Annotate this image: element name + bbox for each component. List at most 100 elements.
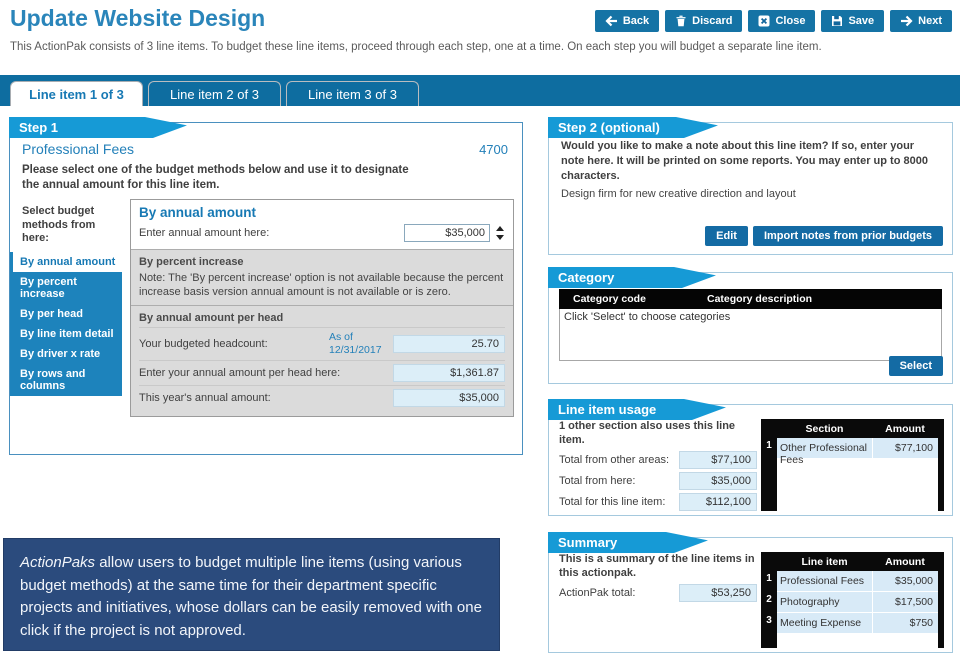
- usage-table: Section Amount 1 Other Professional Fees…: [761, 419, 944, 511]
- headcount-value: 25.70: [393, 335, 505, 354]
- amount-spinner[interactable]: [494, 225, 505, 240]
- actionpak-total-value: $53,250: [679, 583, 757, 602]
- edit-note-button[interactable]: Edit: [705, 226, 748, 246]
- usage-info: 1 other section also uses this line item…: [559, 420, 736, 447]
- amount-cell: $35,000: [872, 571, 938, 592]
- row-number: 2: [766, 594, 772, 605]
- headcount-label: Your budgeted headcount:: [139, 338, 268, 351]
- line-item-code: 4700: [479, 142, 508, 157]
- summary-table: Line item Amount 1 Professional Fees $35…: [761, 552, 944, 648]
- budget-methods-menu: By annual amount By percent increase By …: [10, 252, 122, 397]
- trash-icon: [675, 15, 687, 27]
- save-icon: [831, 15, 843, 27]
- total-from-here-value: $35,000: [679, 471, 757, 490]
- actionpak-info-box: ActionPaks allow users to budget multipl…: [3, 538, 500, 651]
- amount-cell: $77,100: [872, 438, 938, 459]
- summary-info: This is a summary of the line items in t…: [559, 553, 755, 580]
- line-item-name: Professional Fees: [22, 141, 135, 157]
- method-by-driver-x-rate[interactable]: By driver x rate: [20, 348, 101, 361]
- percent-increase-note: Note: The 'By percent increase' option i…: [139, 271, 504, 299]
- tab-line-item-3[interactable]: Line item 3 of 3: [286, 81, 419, 106]
- summary-banner: Summary: [548, 532, 708, 553]
- table-row[interactable]: 1 Other Professional Fees $77,100: [766, 438, 938, 466]
- total-other-areas-label: Total from other areas:: [559, 453, 670, 466]
- total-from-here-label: Total from here:: [559, 474, 636, 487]
- method-by-rows-and-columns[interactable]: By rows and columns: [20, 368, 86, 393]
- spinner-down-icon[interactable]: [495, 234, 504, 240]
- by-annual-amount-per-head-section: By annual amount per head Your budgeted …: [131, 305, 513, 416]
- category-table-body: Click 'Select' to choose categories: [559, 309, 942, 361]
- line-item-cell: Professional Fees: [777, 571, 872, 592]
- step2-banner: Step 2 (optional): [548, 117, 718, 138]
- spinner-up-icon[interactable]: [495, 225, 504, 231]
- headcount-as-of-date: As of 12/31/2017: [329, 331, 382, 357]
- by-percent-increase-heading: By percent increase: [139, 255, 244, 268]
- next-button[interactable]: Next: [890, 10, 952, 32]
- category-panel: Category Category code Category descript…: [548, 272, 953, 384]
- close-button[interactable]: Close: [748, 10, 816, 32]
- line-item-usage-panel: Line item usage 1 other section also use…: [548, 404, 953, 516]
- note-text: Design firm for new creative direction a…: [561, 187, 796, 200]
- row-number: 3: [766, 615, 772, 626]
- step1-panel: Step 1 Professional Fees 4700 Please sel…: [9, 122, 523, 455]
- line-item-column-header: Line item: [801, 555, 848, 568]
- back-button[interactable]: Back: [594, 10, 660, 32]
- line-item-cell: Photography: [777, 592, 872, 613]
- per-head-heading: By annual amount per head: [139, 312, 284, 325]
- step1-banner: Step 1: [9, 117, 187, 138]
- actionpak-total-label: ActionPak total:: [559, 586, 636, 599]
- section-column-header: Section: [805, 422, 844, 435]
- note-prompt: Would you like to make a note about this…: [561, 140, 928, 182]
- amount-cell: $750: [872, 613, 938, 634]
- method-by-per-head[interactable]: By per head: [20, 308, 83, 321]
- page-description: This ActionPak consists of 3 line items.…: [10, 41, 822, 53]
- page-title: Update Website Design: [10, 5, 266, 31]
- budget-methods-label: Select budget methods from here:: [22, 204, 96, 245]
- method-by-annual-amount[interactable]: By annual amount: [13, 252, 122, 273]
- table-row[interactable]: 2 Photography $17,500: [766, 592, 938, 613]
- summary-panel: Summary This is a summary of the line it…: [548, 537, 953, 653]
- save-button[interactable]: Save: [821, 10, 885, 32]
- section-cell: Other Professional Fees: [777, 438, 872, 466]
- discard-button[interactable]: Discard: [665, 10, 743, 32]
- info-box-text: allow users to budget multiple line item…: [20, 554, 482, 639]
- usage-banner: Line item usage: [548, 399, 726, 420]
- table-row[interactable]: 1 Professional Fees $35,000: [766, 571, 938, 592]
- import-notes-button[interactable]: Import notes from prior budgets: [752, 226, 943, 246]
- info-box-lead: ActionPaks: [20, 554, 96, 571]
- by-percent-increase-section: By percent increase Note: The 'By percen…: [131, 248, 513, 306]
- tab-line-item-1[interactable]: Line item 1 of 3: [10, 81, 143, 106]
- step2-panel: Step 2 (optional) Would you like to make…: [548, 122, 953, 255]
- category-code-column-header: Category code: [573, 293, 646, 305]
- by-annual-amount-section: By annual amount Enter annual amount her…: [131, 199, 513, 249]
- budget-method-detail-box: By annual amount Enter annual amount her…: [130, 198, 514, 417]
- row-number: 1: [766, 573, 772, 584]
- step1-instruction: Please select one of the budget methods …: [22, 164, 409, 191]
- method-by-line-item-detail[interactable]: By line item detail: [20, 328, 114, 341]
- annual-amount-input[interactable]: [404, 223, 490, 242]
- per-head-amount-value[interactable]: $1,361.87: [393, 363, 505, 382]
- table-row[interactable]: 3 Meeting Expense $750: [766, 613, 938, 634]
- line-item-cell: Meeting Expense: [777, 613, 872, 634]
- per-head-amount-label: Enter your annual amount per head here:: [139, 366, 341, 379]
- back-arrow-icon: [605, 15, 618, 27]
- year-amount-value: $35,000: [393, 388, 505, 407]
- amount-column-header: Amount: [885, 422, 925, 435]
- select-category-button[interactable]: Select: [888, 356, 943, 376]
- tab-bar: Line item 1 of 3 Line item 2 of 3 Line i…: [0, 75, 960, 106]
- amount-column-header: Amount: [885, 555, 925, 568]
- toolbar: Back Discard Close Save Next: [594, 10, 952, 32]
- method-by-percent-increase[interactable]: By percent increase: [20, 276, 77, 301]
- category-banner: Category: [548, 267, 716, 288]
- year-amount-label: This year's annual amount:: [139, 391, 271, 404]
- row-number: 1: [766, 440, 772, 451]
- amount-cell: $17,500: [872, 592, 938, 613]
- next-arrow-icon: [900, 15, 913, 27]
- tab-line-item-2[interactable]: Line item 2 of 3: [148, 81, 281, 106]
- total-line-item-value: $112,100: [679, 492, 757, 511]
- close-icon: [758, 15, 770, 27]
- total-line-item-label: Total for this line item:: [559, 495, 666, 508]
- annual-amount-label: Enter annual amount here:: [139, 226, 270, 239]
- by-annual-amount-heading: By annual amount: [139, 204, 257, 220]
